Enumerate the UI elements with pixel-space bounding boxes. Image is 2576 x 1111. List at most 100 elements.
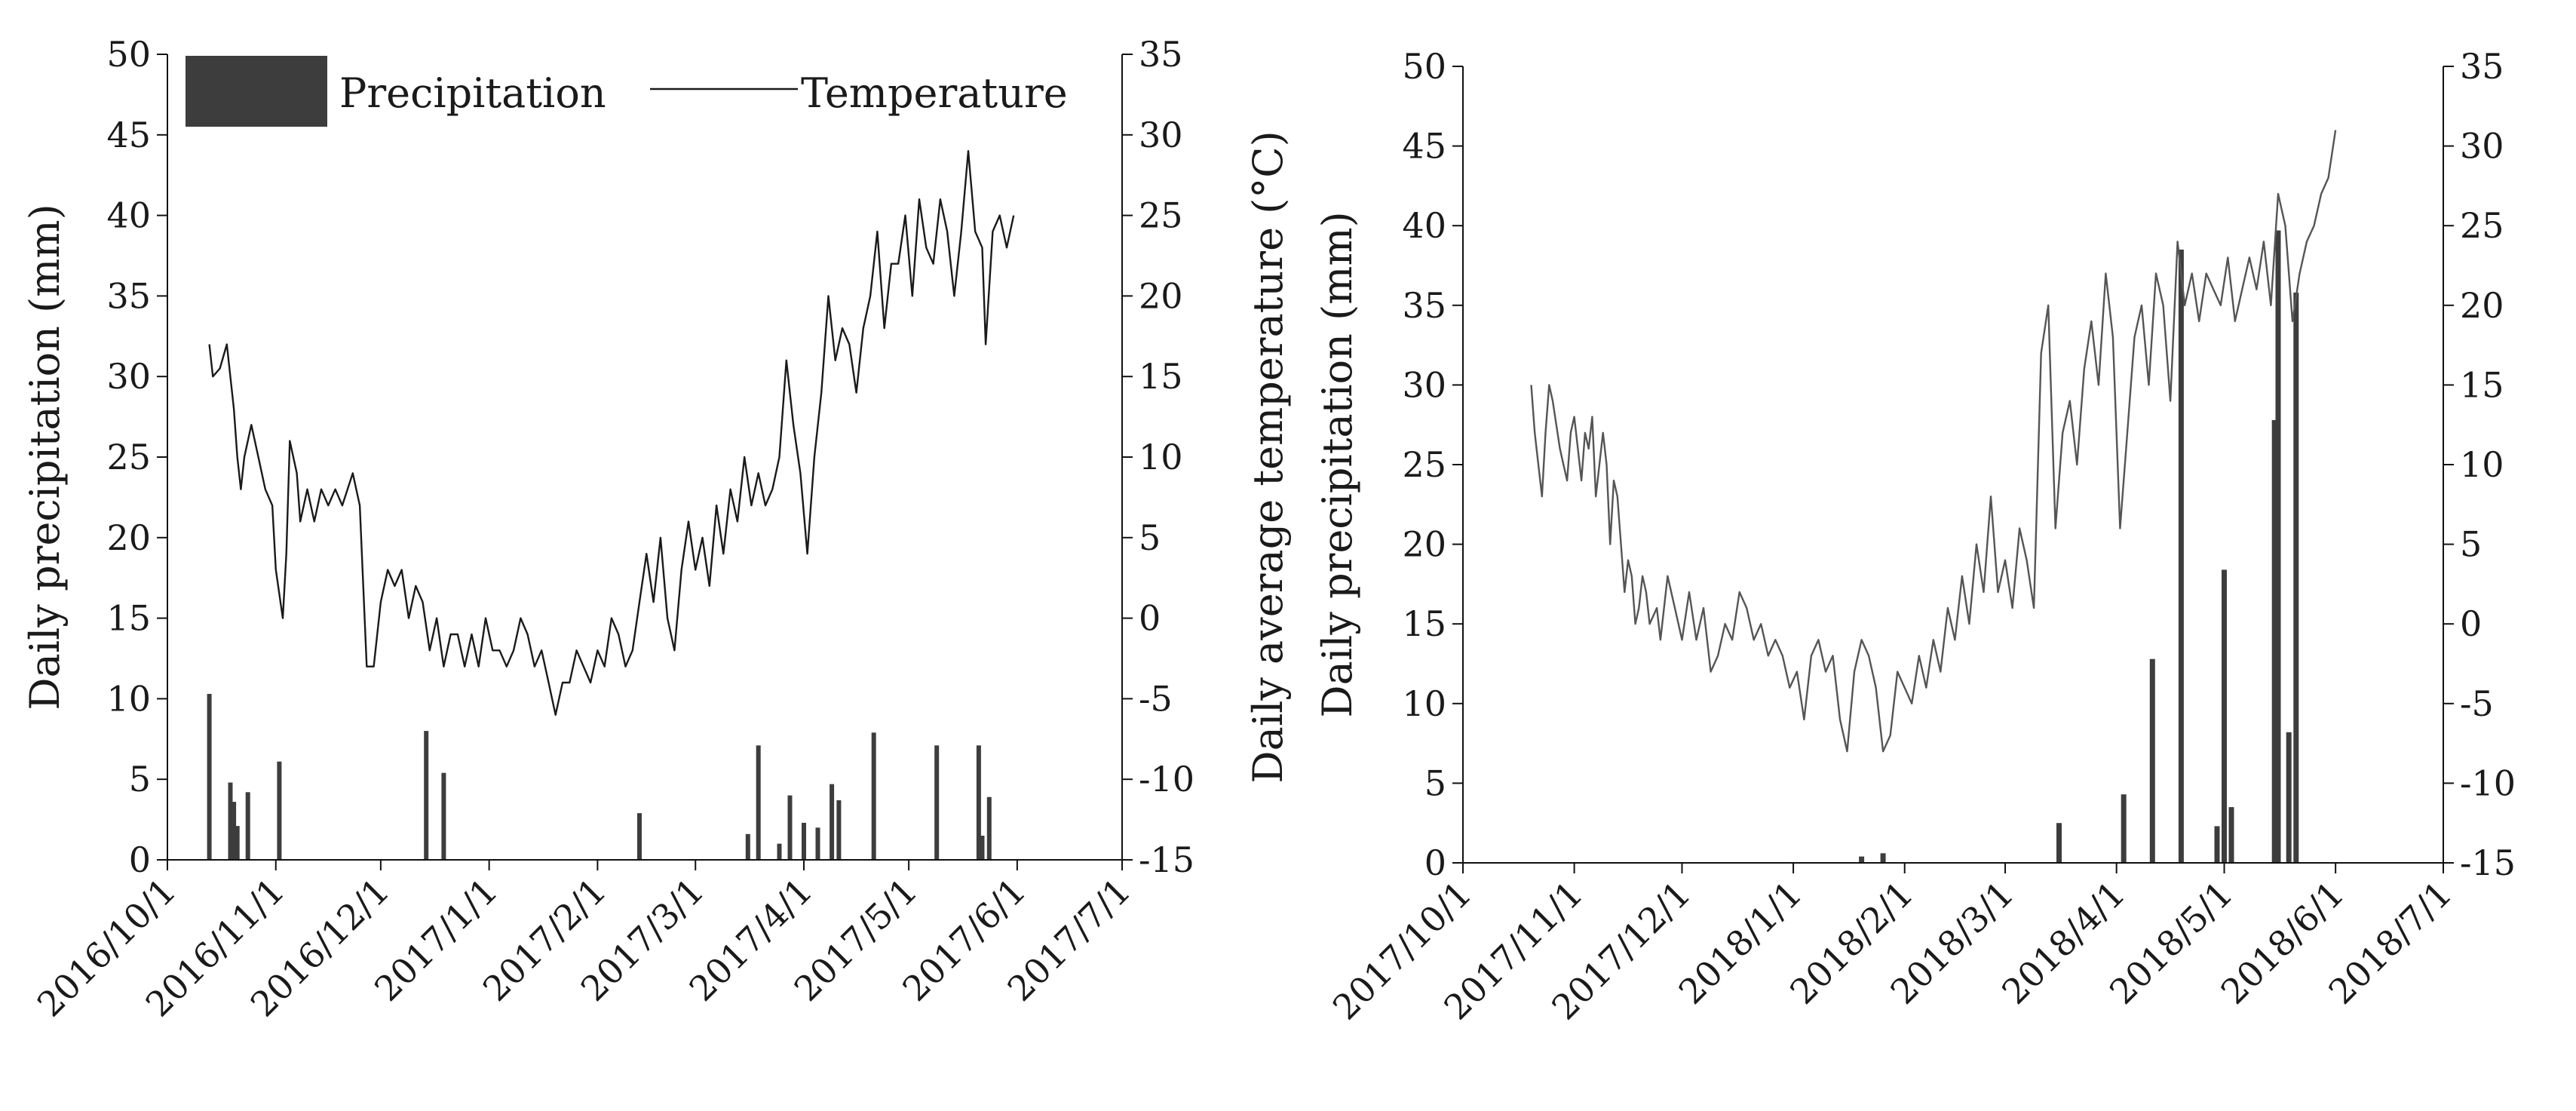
legend-precipitation-swatch [186,56,327,127]
right-precip-bar-10 [2275,230,2281,863]
right-y2-tick-label: -15 [2460,842,2516,883]
right-y2-tick-label: -10 [2460,763,2516,803]
right-y-tick-label: 10 [1402,683,1446,724]
right-chart: 0 5 10 15 20 25 30 35 40 45 50 -15 -10 -5 0 5 10 15 20 25 3… [1314,46,2516,1028]
right-y-tick-label: 20 [1402,524,1446,565]
right-y2-tick-label: 10 [2460,444,2504,485]
left-y2-tick-label: 35 [1139,34,1183,75]
left-precip-bar-19 [976,745,981,860]
right-y-tick-label: 0 [1424,842,1446,883]
left-precip-bar-14 [815,827,820,860]
right-y-ticks: 0 5 10 15 20 25 30 35 40 45 50 [1402,46,1463,883]
left-y2-tick-label: 20 [1139,275,1183,316]
left-y-tick-label: 35 [106,275,151,316]
left-y-tick-label: 50 [106,34,151,75]
right-precip-bar-2 [2056,823,2062,863]
right-y2-ticks: -15 -10 -5 0 5 10 15 20 25 30 35 [2443,46,2516,883]
right-x-ticks: 2017/10/12017/11/12017/12/12018/1/12018/… [1325,863,2460,1028]
right-precip-bar-0 [1859,856,1865,863]
left-y2-ticks: -15 -10 -5 0 5 10 15 20 25 30 35 [1122,34,1194,880]
left-precip-bar-12 [787,795,793,860]
right-y-tick-label: 35 [1402,285,1446,326]
right-precip-bar-11 [2286,732,2292,863]
right-precip-bar-4 [2149,658,2155,863]
right-y-tick-label: 50 [1402,46,1446,87]
left-y2-tick-label: -15 [1139,839,1194,880]
left-precip-bar-1 [228,782,233,860]
left-precip-bar-3 [235,826,240,860]
right-x-tick-label: 2018/1/1 [1671,873,1810,1012]
right-y-tick-label: 45 [1402,126,1446,167]
left-temperature-line [208,149,1015,716]
left-y-tick-label: 10 [106,678,151,719]
right-y2-tick-label: 35 [2460,46,2504,87]
right-precipitation-bars [1859,230,2299,863]
left-precip-bar-11 [777,843,782,860]
left-y2-tick-label: 0 [1139,598,1161,639]
right-precip-bar-3 [2121,794,2127,863]
left-precip-bar-10 [756,745,761,860]
left-precip-bar-15 [830,784,835,860]
legend-precipitation-label: Precipitation [339,69,606,117]
right-precip-bar-7 [2222,569,2227,863]
left-y-tick-label: 40 [106,195,151,236]
left-y-tick-label: 45 [106,115,151,155]
left-y-tick-label: 20 [106,517,151,558]
left-precip-bar-0 [207,694,212,860]
right-y-tick-label: 40 [1402,205,1446,246]
left-y-ticks: 0 5 10 15 20 25 30 35 40 45 50 [106,34,167,880]
right-y-axis-title: Daily precipitation (mm) [1314,211,1361,717]
left-precip-bar-4 [245,792,250,860]
left-y-tick-label: 15 [106,598,151,639]
right-y2-tick-label: 0 [2460,603,2482,644]
left-y-tick-label: 30 [106,356,151,397]
right-precip-bar-9 [2271,419,2277,863]
left-precip-bar-20 [980,836,985,860]
left-y2-axis-title: Daily average temperature (°C) [1244,130,1292,783]
left-y-tick-label: 5 [129,759,151,799]
right-y2-tick-label: -5 [2460,683,2494,724]
left-y2-tick-label: -5 [1139,678,1173,719]
right-y2-tick-label: 5 [2460,524,2482,565]
left-precip-bar-16 [836,800,842,860]
left-precip-bar-2 [232,802,237,860]
left-precip-bar-17 [871,732,876,860]
right-precip-bar-6 [2214,826,2220,863]
right-precip-bar-12 [2293,292,2299,863]
right-y2-tick-label: 25 [2460,205,2504,246]
left-precip-bar-8 [637,813,642,860]
right-y-tick-label: 5 [1424,763,1446,803]
left-y2-tick-label: 10 [1139,437,1183,477]
left-precip-bar-9 [745,833,750,860]
left-precipitation-bars [207,694,992,860]
left-y2-tick-label: 5 [1139,517,1161,558]
right-precip-bar-1 [1880,853,1886,863]
left-chart: 0 5 10 15 20 25 30 35 40 45 50 -15 -10 -5 0 5 10 15 20 25 3… [21,34,1292,1025]
left-y-axis-title: Daily precipitation (mm) [21,204,69,710]
right-y-tick-label: 25 [1402,444,1446,485]
right-temperature-line [1530,130,2337,753]
left-y2-tick-label: -10 [1139,759,1194,799]
right-y-tick-label: 15 [1402,603,1446,644]
right-y2-tick-label: 20 [2460,285,2504,326]
right-y2-tick-label: 15 [2460,364,2504,405]
left-x-ticks: 2016/10/12016/11/12016/12/12017/1/12017/… [29,860,1139,1025]
left-precip-bar-18 [934,745,940,860]
left-precip-bar-13 [802,822,806,860]
left-y2-tick-label: 25 [1139,195,1183,236]
right-precip-bar-5 [2178,249,2184,863]
right-y2-tick-label: 30 [2460,126,2504,167]
right-y-tick-label: 30 [1402,364,1446,405]
left-y2-tick-label: 15 [1139,356,1183,397]
right-precip-bar-8 [2228,807,2234,863]
legend-temperature-label: Temperature [801,69,1068,117]
left-y2-tick-label: 30 [1139,115,1183,155]
left-precip-bar-7 [441,772,446,860]
left-precip-bar-5 [277,761,282,860]
left-precip-bar-21 [986,796,992,860]
left-precip-bar-6 [424,731,429,860]
left-y-tick-label: 25 [106,437,151,477]
left-y-tick-label: 0 [129,839,151,880]
